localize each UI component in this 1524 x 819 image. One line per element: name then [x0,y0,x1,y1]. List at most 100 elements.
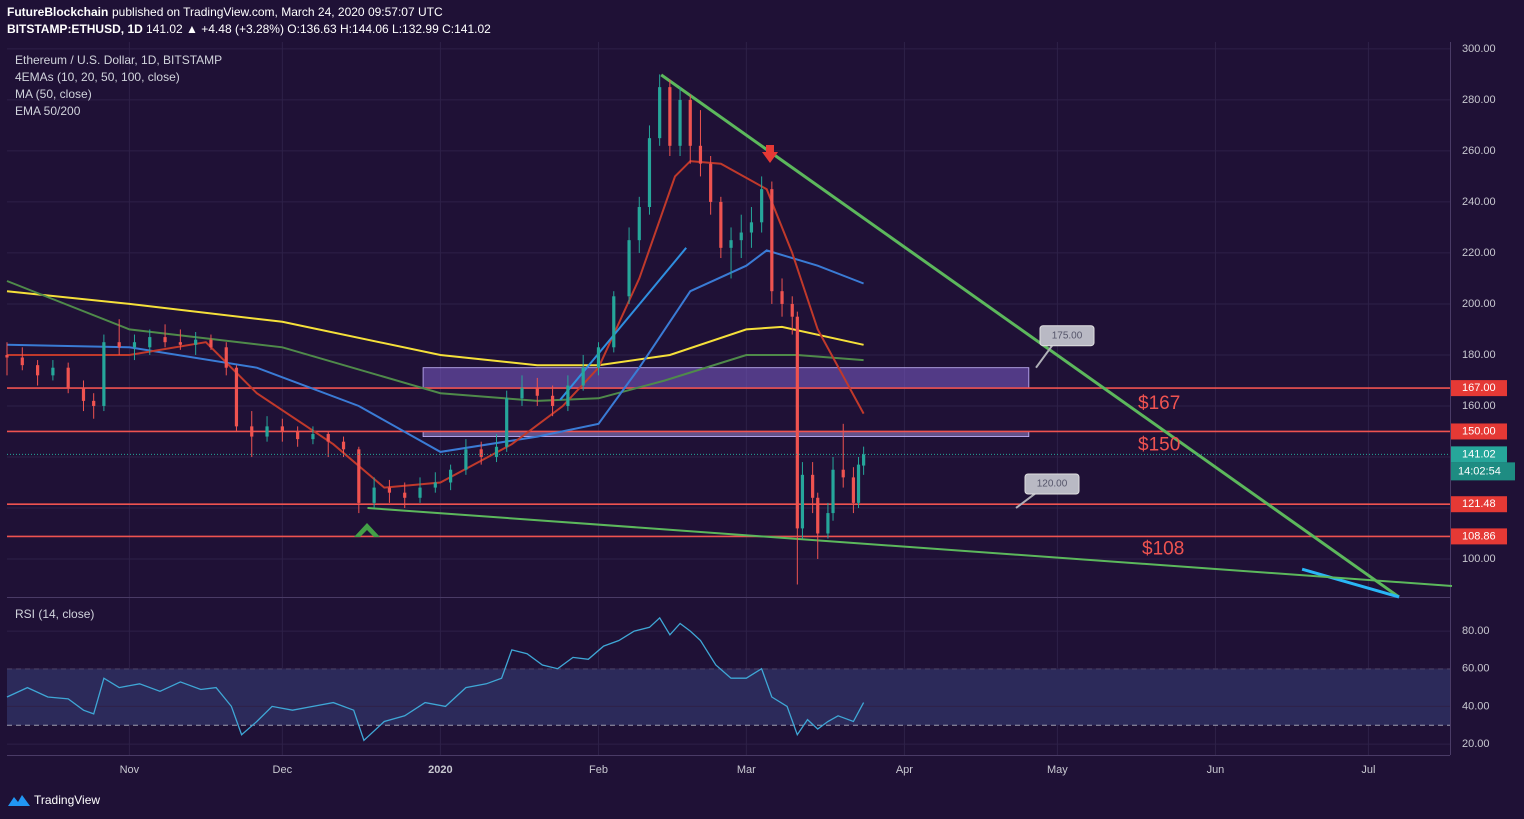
candle-body [841,469,845,478]
quote: 141.02 ▲ +4.48 (+3.28%) O:136.63 H:144.0… [146,22,491,36]
candle-body [148,337,152,348]
candle-body [464,449,468,470]
trend-line [660,73,1400,599]
candle-body [418,487,422,498]
last-price-tag [1451,446,1507,463]
published: published on TradingView.com, March 24, … [112,5,443,19]
candle-body [709,163,713,202]
y-tick-label: 60.00 [1462,663,1490,675]
candle-body [494,446,499,457]
x-tick-label: Jul [1361,764,1375,776]
level-annotation: $108 [1142,538,1184,559]
trend-line [367,507,1453,587]
plot: 175.00 120.00 [5,73,1453,742]
price-tag [1451,496,1507,513]
publisher: FutureBlockchain [7,5,108,19]
candle-body [851,477,856,503]
candle-body [224,347,228,368]
x-tick-label: Jun [1207,764,1225,776]
candle-body [357,449,361,503]
candle-body [296,431,300,440]
x-tick-label: May [1047,764,1068,776]
brand: TradingView [34,793,100,807]
candle-body [234,367,239,427]
candle-body [178,342,182,345]
rsi-band [7,668,1450,726]
candle-body [698,145,703,164]
y-tick-label: 240.00 [1462,196,1496,208]
candle-body [668,87,672,146]
candle-body [387,487,392,493]
candle-body [117,342,121,348]
candle-body [92,400,96,406]
zone [422,367,1030,389]
candle-body [800,474,805,529]
price-tag-label: 167.00 [1462,382,1496,394]
candle-body [612,296,616,348]
level-annotation: $167 [1138,393,1180,414]
indicator-line [6,290,864,367]
candle-body [102,342,106,406]
candle-body [739,232,743,241]
trend-line [559,247,687,401]
price-tag-label: 121.48 [1462,498,1496,510]
x-tick-label: Apr [896,764,913,776]
candle-body [729,240,733,248]
last-price-label: 141.02 [1462,448,1496,460]
y-tick-label: 160.00 [1462,400,1496,412]
candle-body [770,189,774,292]
candle-body [265,426,269,437]
candle-body [658,87,662,139]
callout-box [1024,473,1080,495]
x-tick-label: Mar [737,764,756,776]
candle-body [372,487,376,503]
price-tag [1451,380,1507,397]
candle-body [826,513,830,534]
candle-body [163,337,167,343]
candle-body [749,222,754,233]
candle-body [816,497,820,534]
candle-body [678,99,682,146]
candle-body [5,354,9,358]
y-tick-label: 180.00 [1462,349,1496,361]
candle-body [627,240,631,297]
candle-body [66,367,70,389]
price-tag-label: 108.86 [1462,530,1496,542]
candle-body [51,367,55,376]
y-tick-label: 200.00 [1462,298,1496,310]
candle-body [535,388,539,396]
candle-body [433,482,437,488]
candle-body [856,464,861,503]
price-tag [1451,528,1507,545]
symbol: BITSTAMP:ETHUSD, 1D [7,22,143,36]
countdown-label: 14:02:54 [1458,465,1501,477]
x-tick-label: Nov [120,764,140,776]
callout-box [1039,325,1095,347]
candle-body [341,441,346,450]
indicator: EMA 50/200 [15,104,81,118]
candle-body [250,426,254,437]
candle-body [780,291,784,304]
x-tick-label: 2020 [428,764,452,776]
candle-body [550,395,555,406]
rsi-line [6,616,865,742]
candle-body [795,316,799,529]
candle-body [566,385,570,406]
candle-body [637,207,641,241]
sell-arrow [762,145,778,163]
legend-title: Ethereum / U.S. Dollar, 1D, BITSTAMP [15,53,222,67]
x-tick-label: Dec [273,764,293,776]
y-tick-label: 80.00 [1462,625,1490,637]
y-tick-label: 40.00 [1462,700,1490,712]
candle-body [35,365,40,376]
indicator: 4EMAs (10, 20, 50, 100, close) [15,70,180,84]
candle-body [326,434,330,442]
candle-body [862,454,866,466]
callout-label: 175.00 [1052,330,1083,341]
buy-arrow [354,523,380,537]
grid [7,42,1450,755]
candle-body [132,342,137,348]
candle-body [505,398,509,447]
